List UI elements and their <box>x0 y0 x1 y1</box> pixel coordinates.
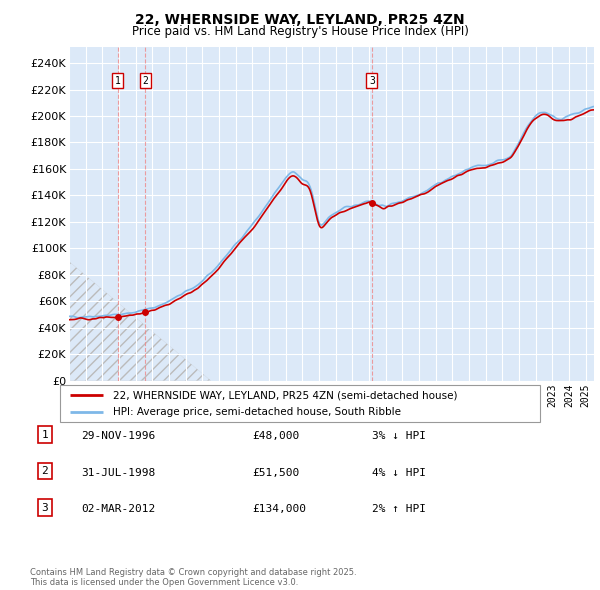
Text: 3: 3 <box>369 76 375 86</box>
Text: 2% ↑ HPI: 2% ↑ HPI <box>372 504 426 514</box>
Text: 1: 1 <box>115 76 121 86</box>
Text: 22, WHERNSIDE WAY, LEYLAND, PR25 4ZN (semi-detached house): 22, WHERNSIDE WAY, LEYLAND, PR25 4ZN (se… <box>113 390 457 400</box>
Text: 02-MAR-2012: 02-MAR-2012 <box>81 504 155 514</box>
Text: £51,500: £51,500 <box>252 468 299 478</box>
Text: £134,000: £134,000 <box>252 504 306 514</box>
Text: 2: 2 <box>41 466 49 476</box>
Text: 3: 3 <box>41 503 49 513</box>
Text: Contains HM Land Registry data © Crown copyright and database right 2025.
This d: Contains HM Land Registry data © Crown c… <box>30 568 356 587</box>
Text: £48,000: £48,000 <box>252 431 299 441</box>
Text: 4% ↓ HPI: 4% ↓ HPI <box>372 468 426 478</box>
Text: 29-NOV-1996: 29-NOV-1996 <box>81 431 155 441</box>
Text: Price paid vs. HM Land Registry's House Price Index (HPI): Price paid vs. HM Land Registry's House … <box>131 25 469 38</box>
Text: HPI: Average price, semi-detached house, South Ribble: HPI: Average price, semi-detached house,… <box>113 407 401 417</box>
Text: 22, WHERNSIDE WAY, LEYLAND, PR25 4ZN: 22, WHERNSIDE WAY, LEYLAND, PR25 4ZN <box>135 13 465 27</box>
Text: 3% ↓ HPI: 3% ↓ HPI <box>372 431 426 441</box>
Text: 2: 2 <box>142 76 148 86</box>
Text: 1: 1 <box>41 430 49 440</box>
Text: 31-JUL-1998: 31-JUL-1998 <box>81 468 155 478</box>
FancyBboxPatch shape <box>60 385 540 422</box>
